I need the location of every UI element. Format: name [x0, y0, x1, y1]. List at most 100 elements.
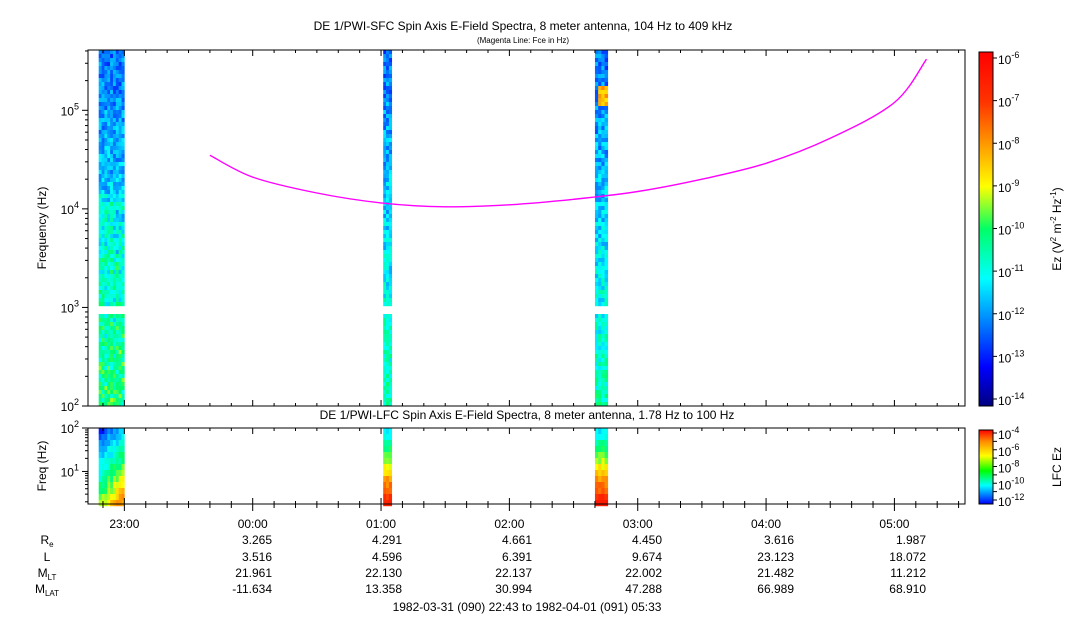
sfc-spectrogram-cell: [118, 82, 122, 87]
sfc-spectrogram-cell: [386, 366, 390, 371]
sfc-spectrogram-cell: [104, 330, 108, 335]
lfc-spectrogram-cell: [386, 440, 390, 447]
sfc-spectrogram-cell: [121, 262, 125, 267]
sfc-spectrogram-cell: [104, 246, 108, 251]
sfc-spectrogram-cell: [98, 202, 102, 207]
sfc-spectrogram-cell: [118, 70, 122, 75]
sfc-spectrogram-cell: [112, 282, 117, 287]
sfc-spectrogram-cell: [386, 118, 390, 123]
sfc-spectrogram-cell: [604, 350, 609, 355]
sfc-spectrogram-cell: [594, 270, 599, 275]
sfc-spectrogram-cell: [107, 110, 111, 115]
sfc-spectrogram-cell: [594, 186, 599, 191]
sfc-spectrogram-cell: [112, 194, 117, 199]
sfc-spectrogram-cell: [383, 334, 387, 339]
sfc-spectrogram-cell: [110, 338, 114, 343]
sfc-spectrogram-cell: [388, 230, 393, 235]
sfc-spectrogram-cell: [107, 106, 111, 111]
sfc-spectrogram-cell: [101, 378, 105, 383]
sfc-spectrogram-cell: [107, 226, 111, 231]
sfc-spectrogram-cell: [386, 94, 390, 99]
sfc-spectrogram-cell: [115, 70, 119, 75]
lfc-spectrogram-cell: [110, 494, 114, 501]
sfc-spectrogram-cell: [598, 230, 602, 235]
sfc-spectrogram-cell: [598, 398, 602, 403]
sfc-spectrogram-cell: [110, 98, 114, 103]
sfc-spectrogram-cell: [594, 166, 599, 171]
lfc-spectrogram-cell: [601, 452, 605, 459]
time-range-footer: 1982-03-31 (090) 22:43 to 1982-04-01 (09…: [393, 600, 662, 614]
sfc-spectrogram-cell: [98, 298, 102, 303]
lfc-spectrogram-cell: [383, 446, 387, 453]
sfc-spectrogram-cell: [115, 50, 119, 55]
sfc-spectrogram-cell: [594, 190, 599, 195]
sfc-spectrogram-cell: [388, 382, 393, 387]
lfc-spectrogram-cell: [601, 440, 605, 447]
time-tick-label: 00:00: [238, 517, 268, 531]
sfc-spectrogram-cell: [101, 290, 105, 295]
sfc-spectrogram-cell: [594, 210, 599, 215]
sfc-spectrogram-cell: [112, 378, 117, 383]
sfc-spectrogram-cell: [107, 382, 111, 387]
sfc-spectrogram-cell: [110, 122, 114, 127]
sfc-spectrogram-cell: [110, 138, 114, 143]
sfc-spectrogram-cell: [107, 274, 111, 279]
sfc-spectrogram-cell: [601, 286, 605, 291]
lfc-spectrogram-cell: [115, 428, 119, 435]
sfc-spectrogram-cell: [98, 370, 102, 375]
sfc-spectrogram-cell: [101, 102, 105, 107]
sfc-spectrogram-cell: [112, 290, 117, 295]
sfc-spectrogram-cell: [98, 262, 102, 267]
sfc-spectrogram-cell: [598, 250, 602, 255]
sfc-spectrogram-cell: [121, 98, 125, 103]
sfc-spectrogram-cell: [112, 390, 117, 395]
sfc-spectrogram-cell: [107, 238, 111, 243]
sfc-spectrogram-cell: [110, 182, 114, 187]
sfc-spectrogram-cell: [98, 182, 102, 187]
sfc-spectrogram-cell: [121, 202, 125, 207]
sfc-spectrogram-cell: [112, 242, 117, 247]
sfc-spectrogram-cell: [98, 58, 102, 63]
sfc-spectrogram-cell: [112, 366, 117, 371]
sfc-spectrogram-cell: [601, 122, 605, 127]
sfc-spectrogram-cell: [118, 146, 122, 151]
sfc-spectrogram-cell: [98, 382, 102, 387]
lfc-spectrogram-cell: [118, 494, 122, 501]
sfc-spectrogram-cell: [604, 70, 609, 75]
sfc-spectrogram-cell: [594, 126, 599, 131]
sfc-spectrogram-cell: [594, 170, 599, 175]
sfc-spectrogram-cell: [383, 366, 387, 371]
sfc-spectrogram-cell: [115, 294, 119, 299]
sfc-spectrogram-cell: [101, 142, 105, 147]
sfc-spectrogram-cell: [115, 246, 119, 251]
lfc-spectrogram-cell: [112, 452, 117, 459]
sfc-spectrogram-cell: [594, 330, 599, 335]
sfc-spectrogram-cell: [101, 58, 105, 63]
sfc-spectrogram-cell: [107, 366, 111, 371]
sfc-spectrogram-cell: [604, 254, 609, 259]
lfc-spectrogram-cell: [104, 470, 108, 477]
sfc-spectrogram-cell: [388, 166, 393, 171]
sfc-spectrogram-cell: [598, 86, 602, 91]
sfc-spectrogram-cell: [388, 110, 393, 115]
sfc-spectrogram-cell: [594, 382, 599, 387]
sfc-spectrogram-cell: [598, 346, 602, 351]
sfc-spectrogram-cell: [388, 402, 393, 407]
sfc-spectrogram-cell: [604, 154, 609, 159]
sfc-spectrogram-cell: [104, 182, 108, 187]
sfc-spectrogram-cell: [115, 386, 119, 391]
lfc-spectrogram-cell: [101, 464, 105, 471]
sfc-spectrogram-cell: [594, 302, 599, 307]
lfc-spectrogram-cell: [121, 464, 125, 471]
sfc-spectrogram-cell: [601, 278, 605, 283]
sfc-spectrogram-cell: [98, 314, 102, 319]
sfc-spectrogram-cell: [388, 182, 393, 187]
sfc-spectrogram-cell: [110, 402, 114, 407]
sfc-spectrogram-cell: [107, 254, 111, 259]
sfc-spectrogram-cell: [388, 214, 393, 219]
sfc-spectrogram-cell: [98, 362, 102, 367]
sfc-spectrogram-cell: [604, 278, 609, 283]
sfc-spectrogram-cell: [386, 182, 390, 187]
sfc-spectrogram-cell: [386, 386, 390, 391]
sfc-spectrogram-cell: [604, 394, 609, 399]
